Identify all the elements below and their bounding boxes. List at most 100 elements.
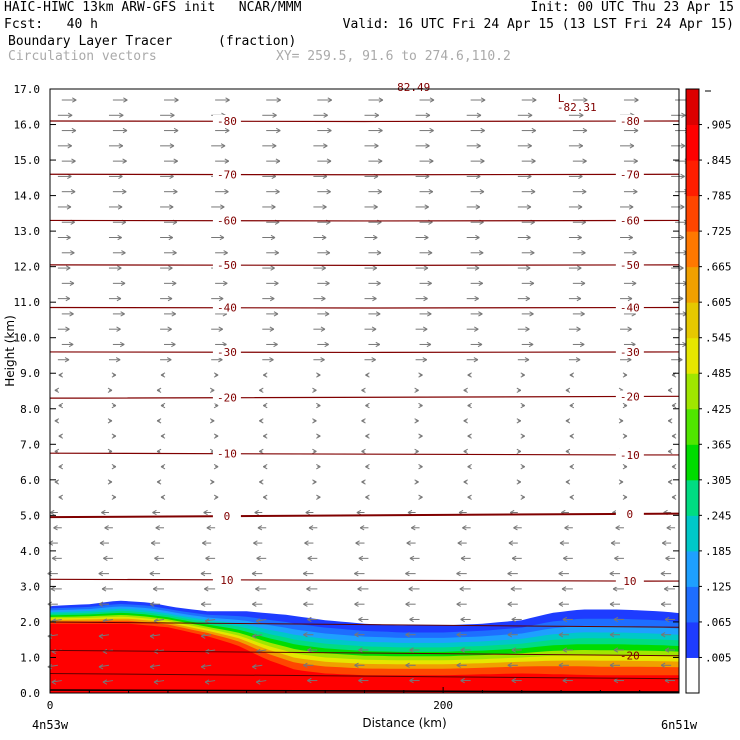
wind-vector (307, 616, 318, 623)
wind-vector (517, 265, 531, 271)
wind-vector (516, 418, 522, 424)
wind-vector (111, 464, 117, 470)
wind-vector (618, 479, 624, 485)
field-units: (fraction) (218, 34, 297, 49)
wind-vector (508, 540, 518, 546)
y-tick-label: 11.0 (14, 296, 41, 309)
wind-vector (622, 464, 628, 470)
y-tick-label: 17.0 (14, 83, 41, 96)
wind-vector (671, 326, 683, 332)
wind-vector (266, 311, 279, 317)
isotherm-label: -30 (620, 346, 640, 359)
wind-vector (470, 280, 484, 286)
wind-vector (361, 448, 366, 455)
wind-vector (572, 280, 586, 286)
wind-vector (252, 633, 263, 639)
wind-vector (211, 234, 225, 241)
wind-vector (520, 494, 525, 500)
wind-vector (57, 143, 72, 149)
wind-vector (255, 618, 267, 624)
wind-vector (408, 586, 420, 592)
isotherm-label: -40 (217, 302, 237, 315)
wind-vector (252, 664, 263, 670)
wind-vector (251, 570, 263, 577)
wind-vector (460, 616, 471, 623)
wind-vector (160, 143, 175, 149)
wind-vector (419, 250, 433, 256)
wind-vector (561, 586, 573, 592)
wind-vector (58, 494, 64, 500)
wind-vector (317, 341, 329, 348)
cross-section-endpoints: XY= 259.5, 91.6 to 274.6,110.2 (276, 49, 511, 64)
wind-vector (456, 601, 467, 607)
wind-vector (565, 479, 571, 485)
wind-vector (563, 555, 573, 561)
wind-vector (149, 570, 161, 577)
wind-vector (517, 204, 532, 210)
wind-vector (209, 387, 215, 393)
wind-vector (215, 189, 229, 195)
wind-vector (564, 525, 573, 531)
wind-vector (316, 494, 321, 500)
wind-vector (262, 326, 275, 332)
wind-vector (61, 250, 75, 256)
wind-vector (470, 341, 483, 348)
wind-vector (58, 464, 64, 470)
wind-vector (313, 204, 327, 210)
colorbar-swatch (686, 408, 699, 445)
wind-vector (572, 341, 585, 348)
wind-vector (609, 601, 621, 607)
isotherm-label-bg (615, 258, 644, 271)
wind-vector (61, 97, 77, 103)
wind-vector (467, 464, 472, 470)
colorbar: .005 .065 .125 .185 .245 .305 .365 .425 .485 .545… (685, 88, 732, 694)
wind-vector (108, 234, 122, 241)
wind-vector (466, 112, 482, 118)
wind-vector (160, 494, 166, 500)
isotherm--10 (49, 452, 680, 456)
wind-vector (313, 295, 326, 302)
annotations: L-82.31 82.49 -20 (397, 81, 640, 662)
wind-vector (313, 326, 326, 332)
wind-vector (405, 662, 416, 668)
wind-vector (521, 280, 535, 286)
wind-vector (516, 387, 522, 393)
isotherm-label-bg (615, 574, 644, 587)
isotherm-label: -70 (620, 168, 640, 181)
wind-vector (205, 555, 216, 561)
wind-vector (675, 280, 688, 286)
wind-vector (368, 280, 381, 286)
isotherm-label-bg (212, 168, 241, 181)
wind-vector (149, 633, 161, 639)
wind-vector (53, 525, 62, 531)
colorbar-swatch (686, 444, 699, 481)
colorbar-label: .065 (705, 616, 732, 629)
wind-vector (51, 679, 62, 685)
y-tick-label: 4.0 (20, 545, 40, 558)
wind-vector (511, 677, 522, 684)
isotherm-label: -70 (217, 168, 237, 181)
wind-vector (466, 265, 480, 271)
low-level-contour (49, 672, 680, 680)
wind-vector (415, 112, 431, 118)
wind-vector (365, 372, 370, 378)
init-time: Init: 00 UTC Thu 23 Apr 15 (530, 0, 735, 15)
wind-vector (57, 265, 71, 271)
wind-vector (364, 357, 376, 363)
colorbar-swatch (686, 621, 699, 658)
y-tick-label: 12.0 (14, 261, 41, 274)
wind-vector (317, 311, 330, 317)
wind-vector (470, 311, 483, 317)
wind-vector (51, 555, 62, 561)
wind-vector (364, 326, 377, 332)
wind-vector (364, 295, 377, 302)
y-tick-label: 15.0 (14, 154, 41, 167)
wind-vector (568, 112, 584, 118)
wind-vector (623, 158, 638, 164)
colorbar-swatch (686, 337, 699, 374)
isotherm-label: -20 (217, 392, 237, 405)
wind-vector (316, 433, 321, 439)
wind-vector (664, 616, 676, 623)
wind-vector (521, 311, 534, 317)
wind-vector (112, 189, 127, 195)
